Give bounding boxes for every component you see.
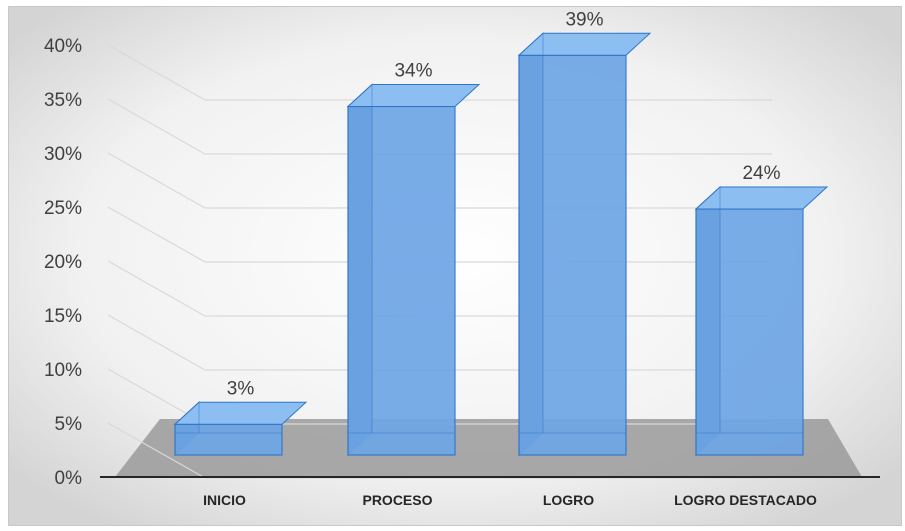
y-tick-label: 25%	[44, 198, 82, 219]
x-category-label: PROCESO	[362, 492, 432, 508]
y-tick-label: 5%	[55, 414, 83, 435]
data-label: 39%	[565, 9, 603, 30]
chart-frame	[8, 6, 902, 526]
data-label: 34%	[394, 61, 432, 82]
gridline-diagonal	[107, 44, 206, 101]
y-tick-label: 40%	[44, 36, 82, 57]
gridline-diagonal	[107, 152, 206, 209]
gridline-diagonal	[107, 98, 206, 155]
x-category-label: INICIO	[203, 492, 246, 508]
bar-top-face	[694, 186, 829, 210]
bar-logro-destacado	[694, 185, 829, 457]
bar-top-face	[517, 32, 652, 56]
bar-front-face	[347, 105, 456, 456]
y-tick-label: 20%	[44, 252, 82, 273]
bar-front-face	[695, 208, 804, 456]
y-tick-label: 15%	[44, 306, 82, 327]
gridline-diagonal	[107, 314, 206, 371]
bar-proceso	[346, 83, 481, 457]
y-tick-label: 10%	[44, 360, 82, 381]
bar-inicio	[173, 401, 308, 457]
y-tick-label: 0%	[55, 468, 83, 489]
x-category-label: LOGRO	[543, 492, 594, 508]
x-category-label: LOGRO DESTACADO	[674, 492, 817, 508]
chart-floor	[115, 419, 862, 477]
bar-top-face	[346, 84, 481, 107]
gridline-diagonal	[107, 206, 206, 263]
y-tick-label: 35%	[44, 90, 82, 111]
y-tick-label: 30%	[44, 144, 82, 165]
bar-logro	[517, 32, 652, 457]
bar-front-face	[174, 423, 283, 456]
bar-top-face	[173, 401, 308, 425]
gridline-diagonal	[107, 260, 206, 317]
gridline-diagonal	[107, 422, 206, 479]
data-label: 24%	[742, 163, 780, 184]
data-label: 3%	[227, 378, 255, 399]
bar-front-face	[518, 54, 627, 456]
